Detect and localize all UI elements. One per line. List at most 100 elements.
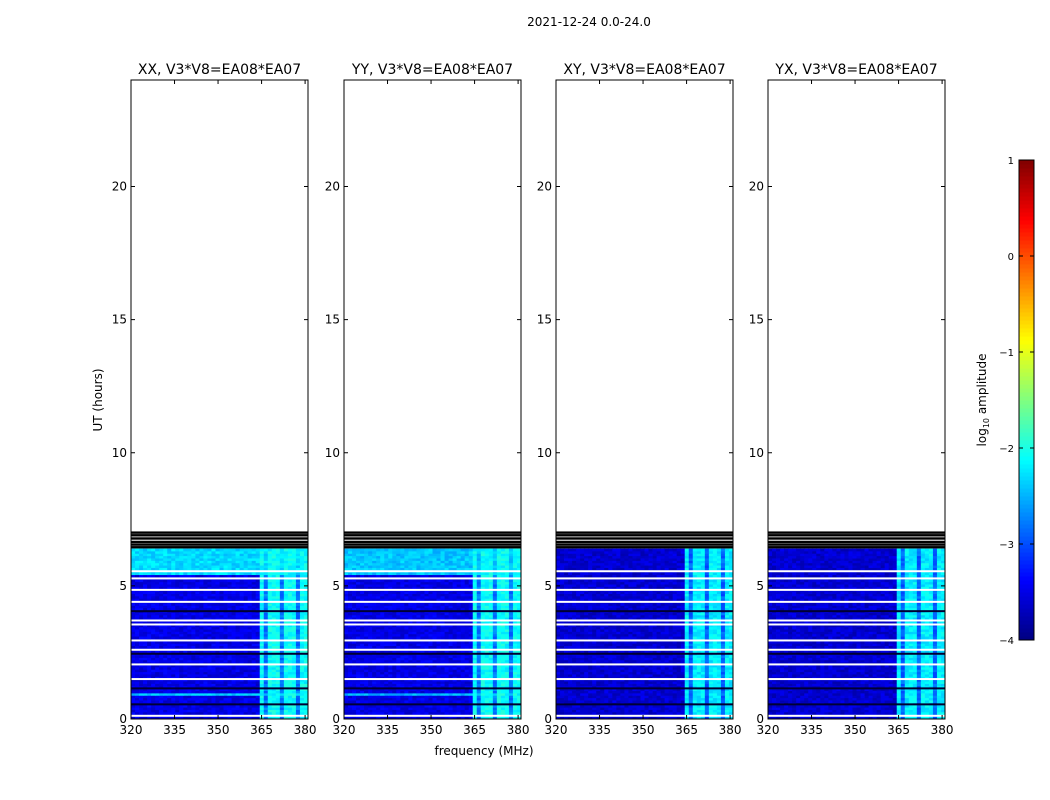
- heatmap-cell: [187, 579, 192, 583]
- heatmap-cell: [187, 681, 192, 684]
- heatmap-cell: [484, 636, 490, 639]
- heatmap-cell: [159, 697, 164, 701]
- heatmap-cell: [392, 678, 397, 682]
- heatmap-cell: [211, 669, 216, 673]
- heatmap-cell: [251, 716, 257, 720]
- heatmap-cell: [207, 567, 212, 571]
- heatmap-cell: [504, 692, 510, 696]
- heatmap-cell: [151, 624, 156, 628]
- heatmap-cell: [243, 572, 249, 576]
- heatmap-cell: [299, 579, 305, 583]
- heatmap-cell: [472, 678, 478, 682]
- heatmap-cell: [472, 657, 478, 661]
- heatmap-cell: [508, 655, 514, 658]
- heatmap-cell: [147, 697, 152, 701]
- heatmap-cell: [348, 671, 353, 675]
- heatmap-cell: [171, 674, 176, 677]
- heatmap-cell: [412, 633, 417, 637]
- heatmap-cell: [135, 581, 140, 585]
- heatmap-cell: [303, 565, 309, 568]
- heatmap-cell: [424, 657, 429, 661]
- heatmap-cell: [492, 683, 498, 687]
- heatmap-cell: [191, 605, 196, 609]
- heatmap-cell: [175, 591, 180, 594]
- heatmap-cell: [207, 548, 212, 552]
- heatmap-cell: [396, 688, 401, 691]
- heatmap-cell: [199, 695, 204, 699]
- heatmap-cell: [211, 676, 216, 680]
- heatmap-cell: [348, 685, 353, 689]
- heatmap-cell: [356, 709, 361, 713]
- heatmap-cell: [183, 598, 188, 602]
- heatmap-cell: [299, 548, 305, 552]
- heatmap-cell: [259, 692, 265, 696]
- heatmap-cell: [364, 659, 369, 663]
- heatmap-cell: [408, 697, 413, 701]
- heatmap-cell: [215, 565, 220, 568]
- heatmap-cell: [291, 593, 297, 597]
- heatmap-cell: [179, 581, 184, 585]
- heatmap-cell: [303, 560, 309, 564]
- heatmap-cell: [452, 659, 458, 663]
- heatmap-cell: [191, 664, 196, 668]
- heatmap-cell: [344, 683, 349, 687]
- heatmap-cell: [384, 643, 389, 647]
- heatmap-cell: [239, 657, 245, 661]
- heatmap-cell: [408, 640, 413, 644]
- heatmap-cell: [484, 709, 490, 713]
- heatmap-cell: [171, 676, 176, 680]
- heatmap-cell: [135, 636, 140, 639]
- heatmap-cell: [167, 697, 172, 701]
- heatmap-cell: [504, 636, 510, 639]
- heatmap-cell: [283, 631, 289, 635]
- heatmap-cell: [448, 650, 454, 654]
- heatmap-cell: [476, 629, 482, 632]
- heatmap-cell: [392, 695, 397, 699]
- heatmap-cell: [219, 688, 224, 691]
- heatmap-cell: [303, 572, 309, 576]
- heatmap-cell: [392, 716, 397, 720]
- heatmap-cell: [448, 626, 454, 630]
- heatmap-cell: [267, 626, 273, 630]
- heatmap-cell: [440, 657, 445, 661]
- heatmap-cell: [344, 700, 349, 703]
- heatmap-cell: [251, 711, 257, 715]
- heatmap-cell: [223, 562, 228, 566]
- heatmap-cell: [159, 704, 164, 708]
- heatmap-cell: [452, 685, 458, 689]
- heatmap-cell: [255, 655, 261, 658]
- heatmap-cell: [195, 669, 200, 673]
- heatmap-cell: [171, 593, 176, 597]
- heatmap-cell: [255, 716, 261, 720]
- heatmap-cell: [344, 685, 349, 689]
- heatmap-cell: [131, 707, 136, 710]
- heatmap-cell: [175, 704, 180, 708]
- heatmap-cell: [303, 595, 309, 599]
- heatmap-cell: [460, 666, 466, 670]
- heatmap-cell: [271, 562, 277, 566]
- heatmap-cell: [436, 681, 441, 684]
- heatmap-cell: [508, 711, 514, 715]
- heatmap-cell: [131, 659, 136, 663]
- heatmap-cell: [279, 572, 285, 576]
- heatmap-cell: [171, 692, 176, 696]
- heatmap-cell: [508, 650, 514, 654]
- heatmap-cell: [135, 664, 140, 668]
- heatmap-cell: [295, 697, 301, 701]
- heatmap-cell: [271, 629, 277, 632]
- heatmap-cell: [211, 565, 216, 568]
- heatmap-cell: [167, 598, 172, 602]
- heatmap-cell: [428, 678, 433, 682]
- heatmap-cell: [396, 709, 401, 713]
- heatmap-cell: [396, 645, 401, 649]
- heatmap-cell: [271, 624, 277, 628]
- heatmap-cell: [512, 633, 518, 637]
- heatmap-cell: [243, 697, 249, 701]
- heatmap-cell: [227, 645, 232, 649]
- heatmap-cell: [412, 709, 417, 713]
- heatmap-cell: [388, 678, 393, 682]
- heatmap-cell: [420, 631, 425, 635]
- heatmap-cell: [456, 709, 462, 713]
- heatmap-cell: [360, 704, 365, 708]
- heatmap-cell: [179, 621, 184, 625]
